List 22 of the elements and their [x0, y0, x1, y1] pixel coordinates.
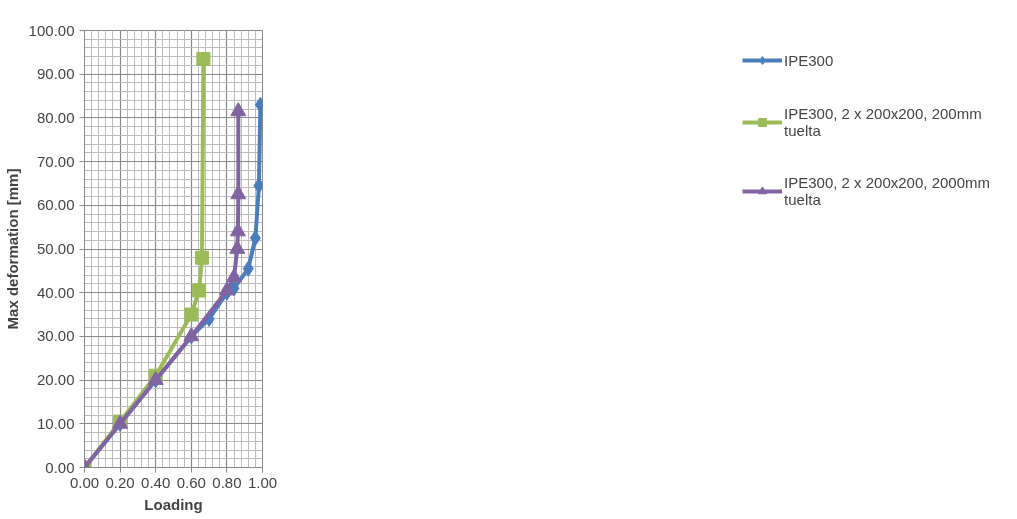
- y-tick-label: 70.00: [36, 152, 75, 170]
- x-tick-label: 0.40: [141, 473, 171, 491]
- x-axis-title: Loading: [144, 495, 203, 513]
- y-tick-label: 90.00: [36, 65, 75, 83]
- x-tick-label: 0.20: [105, 473, 135, 491]
- legend-label: IPE300: [784, 51, 834, 69]
- x-tick-label: 0.00: [69, 473, 100, 491]
- y-tick-label: 80.00: [36, 108, 75, 126]
- y-tick-label: 10.00: [36, 414, 75, 432]
- legend-label: IPE300, 2 x 200x200, 2000mm tuelta: [784, 174, 990, 208]
- y-tick-label: 100.00: [28, 21, 75, 39]
- y-tick-label: 30.00: [36, 327, 75, 345]
- y-tick-label: 20.00: [36, 371, 75, 389]
- x-tick-label: 0.60: [176, 473, 206, 491]
- y-tick-label: 60.00: [36, 196, 75, 214]
- y-axis-title: Max deformation [mm]: [3, 168, 21, 330]
- x-tick-label: 1.00: [247, 473, 278, 491]
- y-tick-label: 0.00: [45, 458, 75, 476]
- legend-label: IPE300, 2 x 200x200, 200mm tuelta: [784, 105, 982, 139]
- y-tick-label: 50.00: [36, 240, 75, 257]
- y-tick-label: 40.00: [36, 283, 75, 301]
- x-tick-label: 0.80: [212, 473, 242, 491]
